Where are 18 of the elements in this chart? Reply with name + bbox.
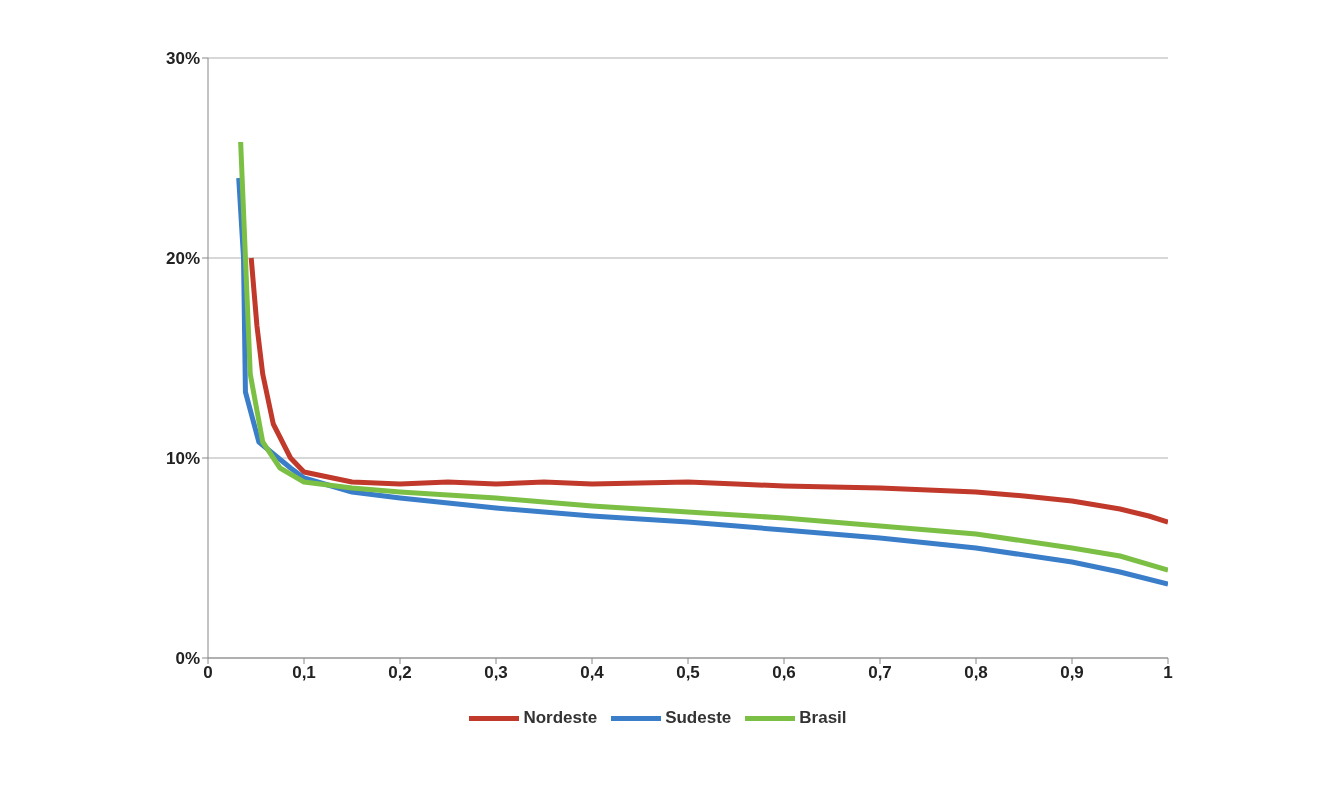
- y-tick-label: 30%: [165, 49, 200, 69]
- x-tick-label: 0,6: [772, 663, 796, 683]
- legend-label: Sudeste: [665, 708, 732, 728]
- y-tick-label: 20%: [165, 249, 200, 269]
- x-tick-label: 0: [203, 663, 213, 683]
- x-tick-label: 0,2: [388, 663, 412, 683]
- x-tick-label: 0,3: [484, 663, 508, 683]
- legend-label: Nordeste: [523, 708, 598, 728]
- x-tick-label: 0,7: [868, 663, 892, 683]
- x-tick-label: 0,5: [676, 663, 700, 683]
- x-tick-label: 0,9: [1060, 663, 1084, 683]
- x-tick-label: 0,8: [964, 663, 988, 683]
- x-tick-label: 0,1: [292, 663, 316, 683]
- x-tick-label: 1: [1163, 663, 1173, 683]
- y-tick-label: 0%: [175, 649, 200, 669]
- x-tick-label: 0,4: [580, 663, 605, 683]
- y-tick-label: 10%: [165, 449, 200, 469]
- legend-label: Brasil: [799, 708, 847, 728]
